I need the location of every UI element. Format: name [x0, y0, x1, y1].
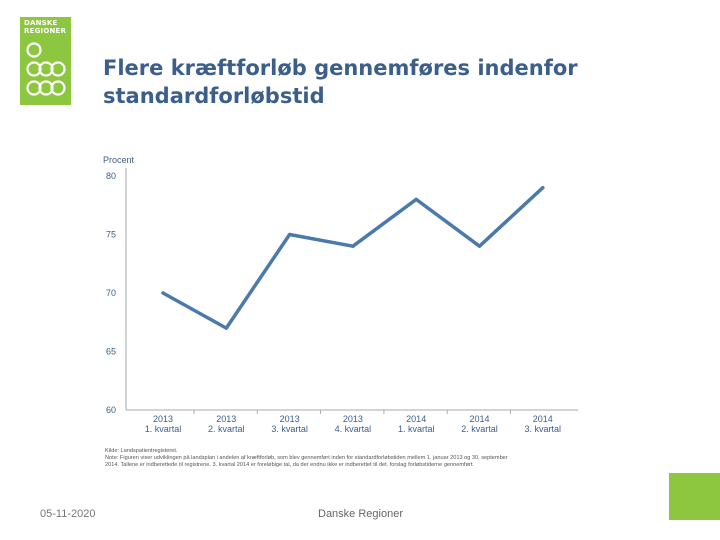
y-tick-label: 70 [106, 288, 116, 298]
footer-date: 05-11-2020 [40, 508, 96, 520]
data-point [477, 244, 482, 248]
x-tick-quarter: 1. kvartal [145, 424, 182, 434]
logo-line2: REGIONER [24, 27, 67, 35]
y-tick-label: 60 [106, 405, 116, 415]
x-tick-year: 2013 [153, 414, 173, 424]
x-tick-quarter: 2. kvartal [461, 424, 498, 434]
x-tick-year: 2014 [469, 414, 489, 424]
x-tick-year: 2013 [343, 414, 363, 424]
notes-line2: Note: Figuren viser udviklingen på lands… [105, 455, 508, 461]
data-point [288, 232, 292, 237]
series-line [161, 185, 545, 330]
data-point [224, 326, 228, 330]
y-tick-label: 75 [106, 230, 116, 240]
x-tick-year: 2013 [216, 414, 236, 424]
x-tick-quarter: 3. kvartal [525, 424, 562, 434]
x-tick-quarter: 2. kvartal [208, 424, 245, 434]
footer-organization: Danske Regioner [318, 508, 403, 520]
notes-line3: 2014. Tallene er indberettede til regist… [105, 462, 474, 468]
x-tick-year: 2014 [533, 414, 553, 424]
x-tick-quarter: 4. kvartal [335, 424, 372, 434]
notes-source: Kilde: Landspatientregisteret. [105, 448, 178, 454]
data-point [161, 291, 165, 295]
logo-circles-icon [26, 42, 66, 96]
danske-regioner-logo: DANSKE REGIONER [20, 17, 71, 105]
logo-line1: DANSKE [24, 19, 58, 27]
y-tick-label: 80 [106, 171, 116, 181]
corner-accent-block [669, 473, 720, 520]
data-point [541, 186, 545, 190]
data-point [351, 244, 355, 248]
y-axis-label: Procent [103, 155, 135, 165]
x-tick-year: 2013 [280, 414, 300, 424]
chart-notes: Kilde: Landspatientregisteret. Note: Fig… [105, 448, 625, 469]
data-point [414, 197, 418, 201]
y-tick-label: 65 [106, 347, 116, 357]
x-tick-year: 2014 [406, 414, 426, 424]
x-tick-quarter: 3. kvartal [271, 424, 308, 434]
logo-wordmark: DANSKE REGIONER [24, 19, 66, 35]
slide-title: Flere kræftforløb gennemføres indenfor s… [103, 56, 578, 108]
x-tick-quarter: 1. kvartal [398, 424, 435, 434]
